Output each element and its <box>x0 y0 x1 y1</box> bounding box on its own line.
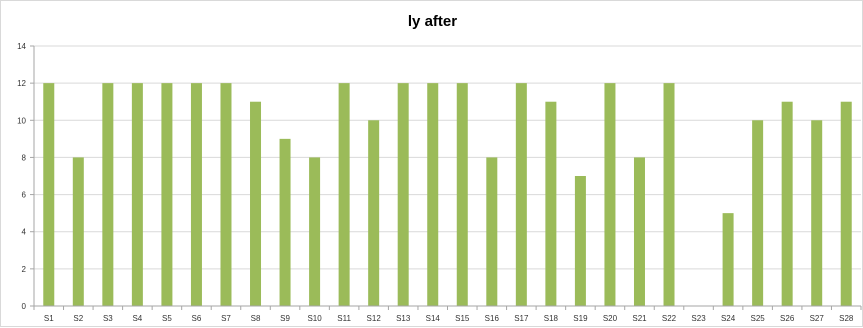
x-tick-label: S1 <box>44 314 54 323</box>
x-tick-label: S14 <box>426 314 441 323</box>
y-tick-label: 14 <box>17 42 26 51</box>
bar <box>545 101 557 306</box>
x-tick-label: S22 <box>662 314 677 323</box>
x-tick-label: S16 <box>485 314 500 323</box>
bar <box>633 157 645 306</box>
bar <box>368 120 380 307</box>
x-tick-label: S18 <box>544 314 559 323</box>
bar <box>397 83 409 307</box>
y-axis-ticks: 0 2 4 6 8 10 12 14 <box>17 42 26 311</box>
bar <box>220 83 232 307</box>
bar <box>131 83 143 307</box>
x-tick-label: S3 <box>103 314 113 323</box>
y-tick-label: 10 <box>17 116 26 125</box>
x-tick-label: S5 <box>162 314 172 323</box>
x-tick-label: S26 <box>780 314 795 323</box>
chart-title: ly after <box>407 13 458 30</box>
bar <box>781 101 793 306</box>
bar <box>43 83 55 307</box>
x-tick-label: S17 <box>514 314 529 323</box>
y-tick-label: 6 <box>22 191 27 200</box>
bar <box>456 83 468 307</box>
x-axis-ticks: S1 S2 S3 S4 S5 S6 S7 S8 S9 S10 S11 S12 S13 S14 S15 S16 S… <box>44 314 854 323</box>
x-tick-label: S23 <box>691 314 706 323</box>
bar <box>309 157 321 306</box>
bar <box>161 83 173 307</box>
x-tick-label: S21 <box>632 314 647 323</box>
y-tick-label: 0 <box>22 302 27 311</box>
bar <box>811 120 823 307</box>
x-tick-label: S6 <box>192 314 202 323</box>
x-tick-label: S7 <box>221 314 231 323</box>
bar <box>515 83 527 307</box>
x-tick-label: S11 <box>337 314 351 323</box>
x-tick-label: S19 <box>573 314 588 323</box>
bar <box>190 83 202 307</box>
x-tick-label: S25 <box>751 314 766 323</box>
gridlines <box>34 45 861 270</box>
x-tick-label: S28 <box>839 314 854 323</box>
x-tick-label: S2 <box>73 314 83 323</box>
bar <box>752 120 764 307</box>
bar <box>72 157 84 306</box>
x-tick-label: S20 <box>603 314 618 323</box>
x-tick-label: S15 <box>455 314 470 323</box>
x-tick-label: S10 <box>307 314 322 323</box>
bar <box>338 83 350 307</box>
bars <box>43 83 852 307</box>
x-tick-label: S13 <box>396 314 411 323</box>
x-tick-label: S4 <box>132 314 142 323</box>
bar <box>486 157 498 306</box>
bar <box>722 213 734 306</box>
bar <box>102 83 114 307</box>
axes <box>30 45 862 310</box>
bar <box>250 101 262 306</box>
bar <box>279 138 291 306</box>
bar <box>663 83 675 307</box>
x-tick-label: S9 <box>280 314 290 323</box>
x-tick-label: S12 <box>367 314 382 323</box>
bar <box>604 83 616 307</box>
x-tick-label: S8 <box>251 314 261 323</box>
bar <box>840 101 852 306</box>
y-tick-label: 2 <box>22 265 27 274</box>
bar <box>574 176 586 306</box>
x-tick-label: S27 <box>810 314 825 323</box>
x-tick-label: S24 <box>721 314 736 323</box>
y-tick-label: 12 <box>17 79 26 88</box>
y-tick-label: 8 <box>22 153 27 162</box>
y-tick-label: 4 <box>22 228 27 237</box>
bar <box>427 83 439 307</box>
